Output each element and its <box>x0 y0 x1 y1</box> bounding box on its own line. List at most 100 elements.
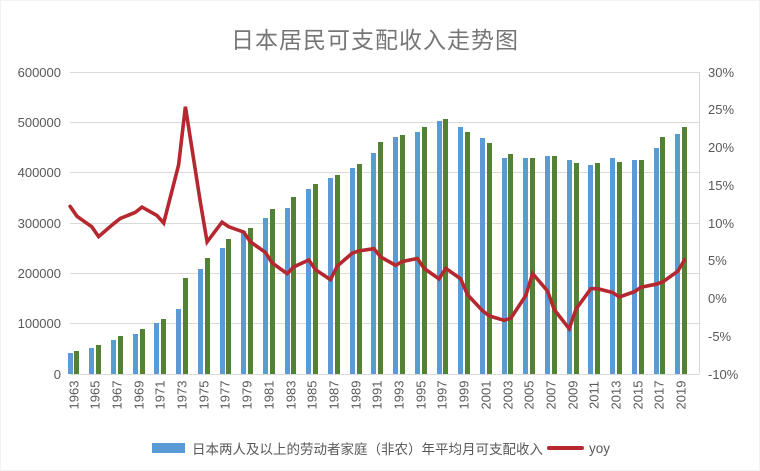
bar-1998 <box>443 119 449 374</box>
bar-1979 <box>241 231 247 374</box>
bar-1963 <box>67 353 73 374</box>
x-axis-tick: 2017 <box>651 380 667 410</box>
x-axis-tick: 2001 <box>478 380 494 410</box>
legend-bar-swatch <box>151 443 185 453</box>
bar-1972 <box>161 318 167 374</box>
gridline <box>70 272 699 274</box>
bar-1984 <box>291 196 297 374</box>
bar-1975 <box>197 268 203 374</box>
x-axis-tick: 1989 <box>348 380 364 410</box>
bar-1991 <box>371 152 377 374</box>
x-axis-tick: 1971 <box>152 380 168 410</box>
right-axis-tick: 10% <box>708 215 735 231</box>
x-axis-tick: 1997 <box>434 380 450 410</box>
right-axis-tick: 25% <box>708 102 735 118</box>
bar-2013 <box>610 158 616 374</box>
right-axis-tick: 30% <box>708 64 735 80</box>
x-axis-tick: 2015 <box>630 380 646 410</box>
x-axis-tick: 1973 <box>174 380 190 410</box>
legend-bar-label: 日本两人及以上的劳动者家庭（非农）年平均月可支配收入 <box>191 442 543 457</box>
left-axis-tick: 400000 <box>17 165 61 181</box>
bar-2008 <box>551 155 557 374</box>
bar-1989 <box>349 168 355 374</box>
bar-2012 <box>595 162 601 374</box>
gridline <box>70 71 699 73</box>
x-axis-tick: 1967 <box>109 380 125 410</box>
legend: 日本两人及以上的劳动者家庭（非农）年平均月可支配收入 yoy <box>1 438 759 458</box>
bar-1966 <box>96 345 102 374</box>
x-axis-tick: 1983 <box>283 380 298 410</box>
x-axis-tick: 1981 <box>261 380 277 410</box>
bar-2009 <box>566 160 572 374</box>
x-axis-tick: 2011 <box>586 381 602 409</box>
gridline <box>70 172 699 174</box>
right-axis-tick: 15% <box>708 177 735 193</box>
bar-1994 <box>399 134 405 374</box>
bar-1969 <box>132 333 138 374</box>
x-axis-tick: 1999 <box>456 380 472 410</box>
left-axis-tick: 500000 <box>17 114 61 130</box>
x-axis-tick: 1979 <box>239 380 255 410</box>
bar-1995 <box>414 132 420 374</box>
x-axis-tick: 1993 <box>391 380 407 410</box>
bar-2019 <box>675 133 681 374</box>
bar-1965 <box>89 348 95 374</box>
right-axis-tick: 0% <box>708 291 727 306</box>
x-axis-tick: 1965 <box>87 380 103 410</box>
plot-right-border <box>699 72 700 374</box>
legend-line-label: yoy <box>588 440 610 456</box>
bar-1983 <box>284 208 290 374</box>
left-axis-tick: 100000 <box>17 316 61 332</box>
bar-2014 <box>616 161 622 374</box>
bar-1968 <box>117 336 123 374</box>
bar-1990 <box>356 163 362 374</box>
left-axis-tick: 600000 <box>17 64 61 80</box>
bar-1999 <box>458 126 464 374</box>
x-axis-tick: 1987 <box>326 380 342 410</box>
bar-2004 <box>508 153 514 374</box>
left-axis-tick: 0 <box>53 366 61 382</box>
x-axis-tick: 1991 <box>369 380 385 410</box>
bar-1986 <box>313 183 319 374</box>
x-axis-tick: 1963 <box>66 380 81 410</box>
bar-2001 <box>479 137 485 374</box>
x-axis-tick: 2003 <box>500 380 515 410</box>
bar-2016 <box>638 160 644 374</box>
bar-1974 <box>182 278 188 374</box>
bar-1977 <box>219 248 225 374</box>
gridline <box>70 373 699 375</box>
left-axis-tick: 200000 <box>17 265 61 281</box>
bar-2007 <box>545 155 550 374</box>
right-axis-tick: -10% <box>708 366 739 382</box>
gridline <box>70 222 699 224</box>
bar-2018 <box>660 136 666 374</box>
x-axis-tick: 1975 <box>196 380 212 410</box>
bar-2017 <box>653 148 659 374</box>
bar-1980 <box>248 227 253 374</box>
left-axis-tick: 300000 <box>17 215 61 231</box>
bar-1981 <box>262 217 268 374</box>
bar-1976 <box>204 258 210 374</box>
bar-1967 <box>111 339 116 374</box>
bar-2020 <box>682 127 687 374</box>
right-axis-tick: 20% <box>708 140 735 155</box>
x-axis-tick: 1977 <box>217 380 233 410</box>
bar-1985 <box>306 188 312 374</box>
legend-line-swatch <box>546 446 584 450</box>
right-axis-tick: 5% <box>708 253 727 269</box>
x-axis-tick: 2009 <box>565 380 581 410</box>
x-axis-tick: 1985 <box>304 380 320 410</box>
bar-1993 <box>393 137 399 374</box>
bar-1973 <box>176 308 182 374</box>
bar-1987 <box>328 178 333 374</box>
right-axis-tick: -5% <box>708 328 732 344</box>
bar-1971 <box>154 322 160 374</box>
bar-1996 <box>421 127 427 374</box>
bar-2003 <box>501 158 507 374</box>
bar-2006 <box>530 158 536 374</box>
chart-title: 日本居民可支配收入走势图 <box>231 27 519 53</box>
bar-1982 <box>269 208 275 374</box>
bar-1978 <box>226 239 232 374</box>
x-axis-tick: 2019 <box>673 380 689 410</box>
